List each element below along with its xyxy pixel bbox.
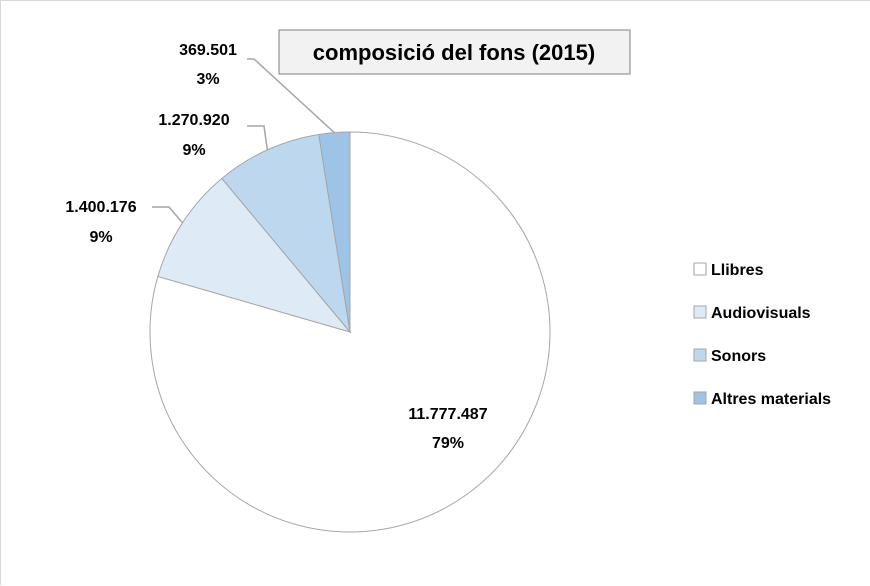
legend-swatch-audiovisuals xyxy=(693,305,707,319)
legend-swatch-sonors xyxy=(693,348,707,362)
data-label-percent-llibres: 79% xyxy=(432,435,464,452)
data-label-value-sonors: 1.270.920 xyxy=(158,112,229,129)
legend-label-altres-materials: Altres materials xyxy=(711,391,831,408)
data-labels: 11.777.487 79% 1.400.176 9% 1.270.920 9% 369.5… xyxy=(65,42,487,452)
chart-title-box xyxy=(278,29,631,75)
legend-label-audiovisuals: Audiovisuals xyxy=(711,305,811,322)
data-label-value-llibres: 11.777.487 xyxy=(408,406,487,423)
leader-lines xyxy=(152,58,335,224)
legend-label-sonors: Sonors xyxy=(711,348,766,365)
leader-line-altres-materials xyxy=(247,58,335,134)
leader-line-sonors xyxy=(247,125,269,151)
chart-title-text: composició del fons (2015) xyxy=(313,40,595,65)
pie-slice-audiovisuals xyxy=(157,177,352,333)
data-label-percent-altres-materials: 3% xyxy=(196,71,219,88)
pie-slice-altres-materials xyxy=(318,131,351,333)
data-label-percent-sonors: 9% xyxy=(182,142,205,159)
data-label-value-altres-materials: 369.501 xyxy=(179,42,237,59)
leader-line-audiovisuals xyxy=(152,206,184,224)
chart-title: composició del fons (2015) xyxy=(278,29,631,75)
legend-swatch-altres-materials xyxy=(693,391,707,405)
legend: Llibres Audiovisuals Sonors Altres material… xyxy=(693,262,831,408)
data-label-percent-audiovisuals: 9% xyxy=(89,229,112,246)
data-label-value-audiovisuals: 1.400.176 xyxy=(65,199,136,216)
pie-slices xyxy=(149,131,551,533)
pie-slice-llibres xyxy=(149,131,551,533)
legend-label-llibres: Llibres xyxy=(711,262,764,279)
legend-swatch-llibres xyxy=(693,262,707,276)
